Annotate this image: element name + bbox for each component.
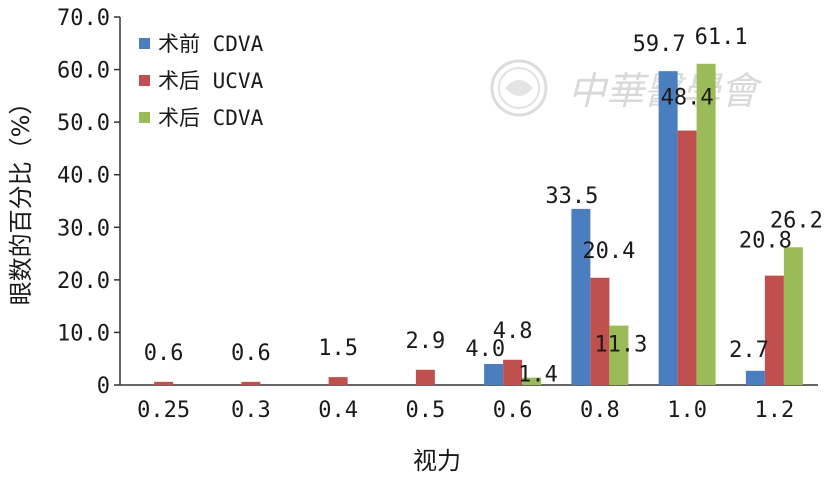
y-axis-title: 眼数的百分比（%） xyxy=(7,91,35,306)
data-label: 26.2 xyxy=(770,208,823,233)
bar xyxy=(590,277,610,385)
bar xyxy=(328,377,348,385)
bar xyxy=(522,377,542,385)
x-tick-label: 0.25 xyxy=(137,398,190,423)
bar xyxy=(241,381,261,385)
data-label: 2.9 xyxy=(406,329,446,354)
data-label: 20.8 xyxy=(739,229,792,254)
legend: 术前 CDVA 术后 UCVA 术后 CDVA xyxy=(139,32,264,130)
x-tick-label: 1.0 xyxy=(667,398,707,423)
data-label: 48.4 xyxy=(661,86,714,111)
data-label: 2.7 xyxy=(729,338,769,363)
y-tick-label: 70.0 xyxy=(57,6,110,31)
y-tick-label: 60.0 xyxy=(57,59,110,84)
watermark: 中華醫學會 xyxy=(490,59,763,117)
y-tick-label: 50.0 xyxy=(57,111,110,136)
bar xyxy=(503,359,523,385)
x-tick-label: 0.5 xyxy=(406,398,446,423)
data-label: 0.6 xyxy=(231,341,271,366)
data-label: 61.1 xyxy=(695,25,748,50)
legend-entry: 术前 CDVA xyxy=(158,32,264,56)
watermark-seal-icon xyxy=(490,59,548,117)
data-label: 20.4 xyxy=(582,239,635,264)
data-label: 0.6 xyxy=(144,341,184,366)
data-label: 1.5 xyxy=(318,336,358,361)
data-label: 4.8 xyxy=(493,319,533,344)
legend-swatch xyxy=(139,75,150,86)
bar xyxy=(764,275,784,385)
legend-entry: 术后 UCVA xyxy=(158,69,264,93)
y-tick-label: 30.0 xyxy=(57,216,110,241)
x-axis: 0.25 0.3 0.4 0.5 0.6 0.8 1.0 1.2 xyxy=(120,384,818,423)
x-tick-label: 0.6 xyxy=(493,398,533,423)
y-tick-label: 10.0 xyxy=(57,321,110,346)
data-label: 33.5 xyxy=(545,184,598,209)
x-axis-title: 视力 xyxy=(413,447,461,475)
bar xyxy=(658,71,678,386)
x-tick-label: 0.3 xyxy=(231,398,271,423)
y-tick-label: 20.0 xyxy=(57,269,110,294)
data-label: 4.0 xyxy=(465,337,505,362)
legend-swatch xyxy=(139,112,150,123)
bar xyxy=(609,325,629,385)
x-tick-label: 1.2 xyxy=(755,398,795,423)
legend-entry: 术后 CDVA xyxy=(158,106,264,130)
y-tick-label: 40.0 xyxy=(57,164,110,189)
bars xyxy=(154,63,803,386)
legend-swatch xyxy=(139,38,150,49)
x-tick-label: 0.4 xyxy=(318,398,358,423)
bar xyxy=(484,363,504,385)
bar xyxy=(154,381,174,385)
x-tick-label: 0.8 xyxy=(580,398,620,423)
data-label: 11.3 xyxy=(594,333,647,358)
bar xyxy=(696,63,716,385)
data-label: 59.7 xyxy=(633,32,686,57)
bar xyxy=(571,208,591,385)
y-axis: 0 10.0 20.0 30.0 40.0 50.0 60.0 70.0 xyxy=(57,6,121,399)
bar xyxy=(783,247,803,385)
bar xyxy=(415,369,435,385)
data-labels: 4.0 33.5 59.7 2.7 0.6 0.6 1.5 2.9 4.8 20.4 48.4 20.… xyxy=(144,25,823,388)
data-label: 1.4 xyxy=(518,363,558,388)
y-tick-label: 0 xyxy=(97,374,110,399)
bar xyxy=(677,130,697,385)
bar xyxy=(745,370,765,385)
